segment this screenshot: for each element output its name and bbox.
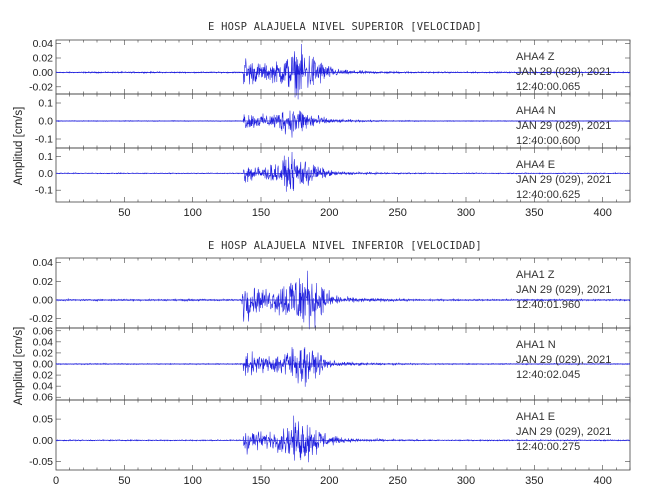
panel-aha1-z: -0.02 0.00 0.02 0.04 AHA1 Z JAN 29 (029), 202… [29,257,631,330]
time-label: 12:40:00.065 [516,81,580,93]
y-tick-label: 0.0 [38,116,53,128]
x-tick-label: 50 [118,475,130,487]
y-tick-label: 0.02 [33,347,54,359]
x-tick-label: 200 [320,207,338,219]
y-tick-label: 0.02 [33,53,54,65]
waveform-trace [55,270,631,330]
panel-aha4-e: -0.1 0.0 0.1 AHA4 E JAN 29 (029), 2021 12:40:… [35,147,631,203]
panel-aha1-e: -0.05 0.00 0.05 AHA1 E JAN 29 (029), 2021 12:… [29,399,631,471]
y-tick-label: 0.00 [33,67,54,79]
y-tick-label: 0.02 [33,276,54,288]
station-label: AHA1 Z [516,269,555,281]
station-label: AHA1 N [516,339,556,351]
date-label: JAN 29 (029), 2021 [516,120,611,132]
y-tick-label: 0.00 [33,295,54,307]
y-tick-label: -0.05 [29,456,53,468]
y-tick-label: 0.04 [33,336,54,348]
x-tick-label: 100 [183,475,201,487]
y-tick-label: -0.02 [29,81,53,93]
x-tick-label: 250 [388,207,406,219]
y-tick-label: 0.05 [33,414,54,426]
x-tick-label: 300 [457,475,475,487]
y-tick-label: 0.06 [33,325,54,337]
panel-aha4-z: -0.02 0.00 0.02 0.04 AHA4 Z JAN 29 (029), 202… [29,38,631,100]
y-tick-label: 0.00 [33,359,54,371]
x-tick-label: 200 [320,475,338,487]
date-label: JAN 29 (029), 2021 [516,174,611,186]
y-tick-label: 0.0 [38,168,53,180]
waveform-trace [55,347,631,387]
y-tick-label: 0.1 [38,98,53,110]
waveform-trace [55,415,631,463]
upper-y-axis-label: Amplitud [cm/s] [13,107,25,186]
lower-chart-title: E HOSP ALAJUELA NIVEL INFERIOR [VELOCIDA… [208,240,482,252]
x-tick-label: 100 [183,207,201,219]
x-tick-label: 0 [53,475,59,487]
waveform-trace [55,152,631,192]
y-tick-label: 0.00 [33,435,54,447]
x-tick-label: 400 [593,207,611,219]
upper-chart-title: E HOSP ALAJUELA NIVEL SUPERIOR [VELOCIDA… [208,21,482,33]
date-label: JAN 29 (029), 2021 [516,284,611,296]
time-label: 12:40:02.045 [516,369,580,381]
time-label: 12:40:00.600 [516,135,580,147]
time-label: 12:40:00.275 [516,441,580,453]
x-tick-label: 50 [118,207,130,219]
y-tick-label: -0.1 [35,185,53,197]
date-label: JAN 29 (029), 2021 [516,426,611,438]
y-tick-label: 0.04 [33,38,54,50]
waveform-trace [55,44,631,100]
station-label: AHA4 Z [516,51,555,63]
waveform-trace [55,110,631,138]
x-tick-label: 300 [457,207,475,219]
y-tick-label: 0.06 [33,392,54,404]
y-tick-label: -0.02 [29,313,53,325]
x-tick-label: 250 [388,475,406,487]
time-label: 12:40:00.625 [516,189,580,201]
station-label: AHA4 N [516,105,556,117]
x-tick-label: 150 [252,475,270,487]
lower-y-axis-label: Amplitud [cm/s] [13,327,25,406]
y-tick-label: 0.1 [38,151,53,163]
station-label: AHA4 E [516,159,555,171]
x-tick-label: 400 [593,475,611,487]
y-tick-label: 0.02 [33,370,54,382]
x-tick-label: 150 [252,207,270,219]
date-label: JAN 29 (029), 2021 [516,66,611,78]
y-tick-label: 0.04 [33,381,54,393]
station-label: AHA1 E [516,411,555,423]
x-tick-label: 350 [525,475,543,487]
x-tick-label: 350 [525,207,543,219]
date-label: JAN 29 (029), 2021 [516,354,611,366]
y-tick-label: 0.04 [33,257,54,269]
y-tick-label: -0.1 [35,134,53,146]
time-label: 12:40:01.960 [516,299,580,311]
panel-aha4-n: -0.1 0.0 0.1 AHA4 N JAN 29 (029), 2021 12:40:… [35,93,631,149]
